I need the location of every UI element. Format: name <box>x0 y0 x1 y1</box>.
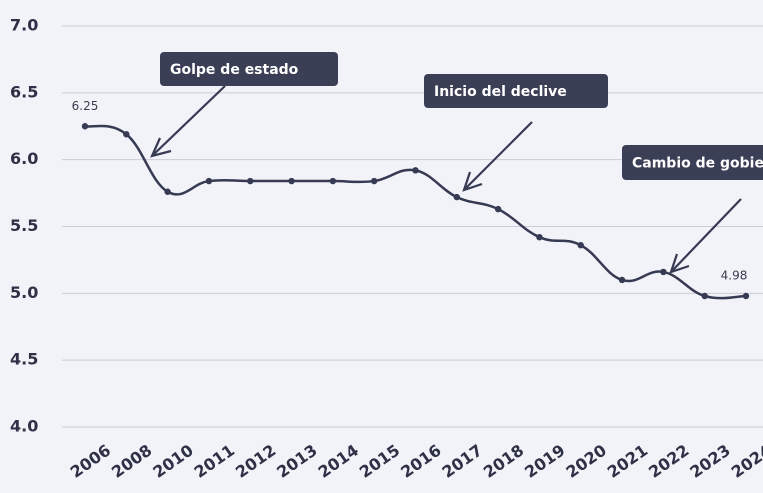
x-tick-label: 2014 <box>315 441 362 482</box>
y-tick-label: 7.0 <box>10 16 38 35</box>
annotation-box <box>424 74 608 108</box>
data-point <box>577 242 584 249</box>
y-tick-label: 4.0 <box>10 417 38 436</box>
x-tick-label: 2018 <box>480 441 527 482</box>
annotation-text: Cambio de gobierno <box>632 156 763 172</box>
annotation-arrow <box>670 198 742 273</box>
value-label: 6.25 <box>72 99 99 113</box>
data-point <box>329 177 337 185</box>
arrow-head <box>669 253 690 274</box>
x-tick-label: 2012 <box>232 441 279 482</box>
annotation-arrow <box>463 121 533 191</box>
x-tick-label: 2023 <box>686 441 733 482</box>
x-tick-label: 2017 <box>439 441 486 482</box>
data-point <box>494 205 502 213</box>
x-tick-label: 2016 <box>397 441 444 482</box>
data-point <box>288 177 295 185</box>
data-point <box>701 292 708 300</box>
data-point <box>123 131 130 138</box>
data-point <box>660 268 667 276</box>
data-point <box>370 177 378 185</box>
annotation-arrow <box>151 85 226 157</box>
x-tick-label: 2015 <box>356 441 403 482</box>
y-tick-label: 4.5 <box>10 350 38 369</box>
value-label: 4.98 <box>721 269 748 283</box>
data-point <box>742 292 750 300</box>
arrow-head <box>462 171 483 192</box>
annotation-box <box>160 52 338 86</box>
data-point <box>453 193 461 201</box>
y-tick-label: 5.0 <box>10 283 38 302</box>
y-tick-label: 5.5 <box>10 216 38 235</box>
x-tick-label: 2010 <box>149 441 196 482</box>
data-point <box>247 177 254 185</box>
x-tick-label: 2006 <box>67 441 114 482</box>
data-point <box>412 167 419 174</box>
data-point <box>164 188 171 195</box>
data-point <box>536 233 543 241</box>
annotations: Golpe de estado Inicio del declive Cambio … <box>150 52 763 274</box>
annotation-text: Inicio del declive <box>434 84 567 100</box>
x-tick-label: 2008 <box>108 441 155 482</box>
arrow-head <box>150 137 172 158</box>
x-tick-label: 2013 <box>273 441 320 482</box>
annotation-box <box>622 145 763 180</box>
y-tick-label: 6.0 <box>10 149 38 168</box>
annotation-text: Golpe de estado <box>170 62 299 78</box>
x-tick-label: 2024 <box>728 441 763 482</box>
y-tick-label: 6.5 <box>10 82 38 101</box>
x-tick-label: 2011 <box>191 441 238 482</box>
data-point <box>618 276 626 284</box>
data-point <box>205 177 213 185</box>
x-tick-label: 2021 <box>604 441 651 482</box>
x-tick-label: 2020 <box>562 441 609 482</box>
x-tick-label: 2022 <box>645 441 692 482</box>
x-tick-label: 2019 <box>521 441 568 482</box>
data-point <box>81 123 89 130</box>
